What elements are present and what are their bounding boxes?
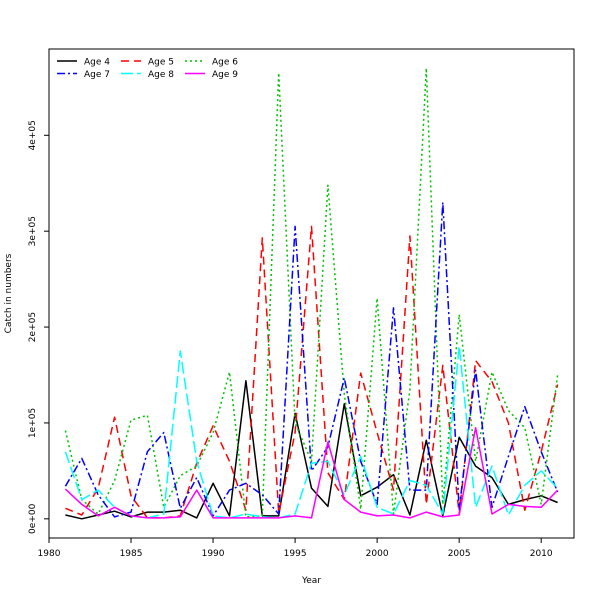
x-tick-label: 1980 [38, 549, 61, 559]
x-tick-label: 2010 [530, 549, 553, 559]
series-line-age-5 [65, 225, 559, 519]
legend-label: Age 9 [212, 70, 238, 80]
x-tick-label: 2005 [448, 549, 471, 559]
y-tick-label: 4e+05 [28, 120, 38, 150]
y-axis-title: Catch in numbers [4, 253, 14, 333]
series-line-age-9 [64, 426, 559, 519]
y-tick-label: 3e+05 [28, 216, 38, 246]
series-lines [64, 67, 559, 520]
y-tick-label: 1e+05 [28, 408, 38, 438]
y-tick-label: 2e+05 [28, 312, 38, 342]
x-axis-title: Year [301, 576, 321, 586]
plot-frame [48, 48, 575, 539]
series-line-age-4 [65, 380, 558, 520]
legend-label: Age 8 [148, 70, 174, 80]
x-axis: 1980 1985 1990 1995 2000 2005 2010 [38, 538, 553, 559]
legend-label: Age 5 [148, 58, 174, 68]
legend: Age 4 Age 5 Age 6 Age 7 Age 8 Age 9 [57, 58, 238, 80]
legend-label: Age 6 [212, 58, 238, 68]
legend-label: Age 7 [84, 70, 110, 80]
legend-label: Age 4 [84, 58, 110, 68]
x-tick-label: 1985 [120, 549, 143, 559]
x-tick-label: 2000 [366, 549, 389, 559]
series-line-age-7 [64, 201, 559, 518]
x-tick-label: 1990 [202, 549, 225, 559]
series-line-age-6 [64, 67, 559, 518]
x-tick-label: 1995 [284, 549, 307, 559]
y-axis: 0e+00 1e+05 2e+05 3e+05 4e+05 [28, 120, 49, 534]
y-tick-label: 0e+00 [28, 503, 38, 534]
